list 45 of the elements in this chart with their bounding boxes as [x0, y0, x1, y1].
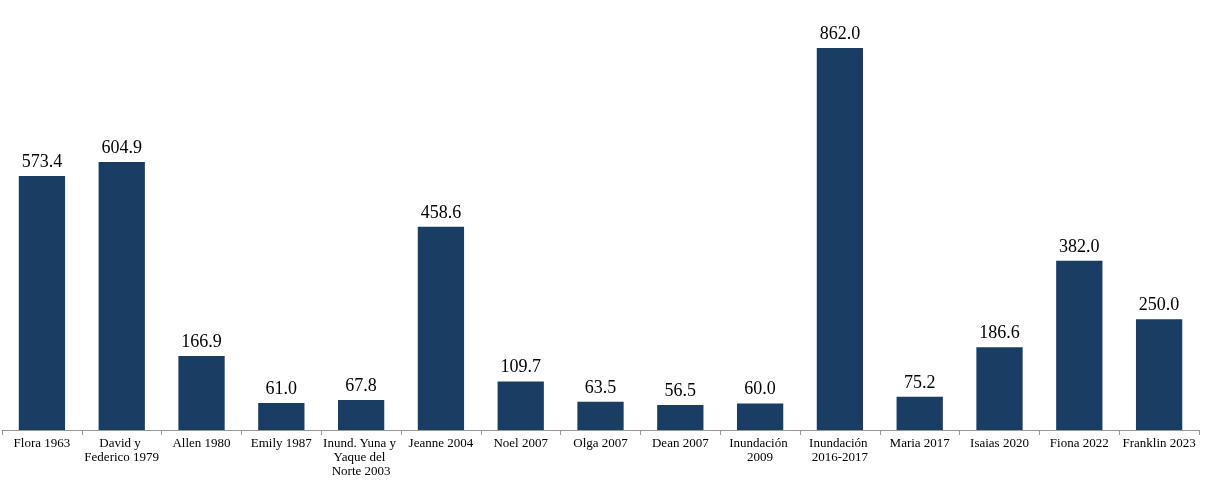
x-tick-label: Inund. Yuna y Yaque del Norte 2003 — [323, 434, 400, 478]
bar — [1135, 319, 1183, 430]
data-label: 250.0 — [1138, 294, 1180, 315]
data-label: 186.6 — [979, 322, 1020, 343]
data-label: 63.5 — [584, 376, 617, 397]
x-tick-label: David y Federico 1979 — [84, 434, 160, 464]
x-tick-label: Emily 1987 — [250, 434, 313, 450]
data-label: 75.2 — [903, 371, 936, 392]
bar — [976, 347, 1023, 430]
data-label: 109.7 — [500, 356, 541, 377]
x-tick-label: Inundación 2016-2017 — [809, 434, 871, 464]
data-label: 166.9 — [181, 331, 222, 352]
data-label: 604.9 — [101, 136, 142, 157]
bar — [98, 161, 145, 430]
x-tick-label: Fiona 2022 — [1049, 434, 1109, 450]
x-tick-label: Franklin 2023 — [1122, 434, 1196, 450]
bar — [896, 396, 943, 430]
data-label: 458.6 — [420, 201, 462, 222]
x-tick-label: Isaias 2020 — [970, 434, 1029, 450]
data-label: 60.0 — [744, 378, 776, 399]
bar — [816, 48, 864, 430]
x-tick-label: Maria 2017 — [889, 434, 951, 450]
data-label: 862.0 — [819, 23, 861, 43]
x-tick-label: Dean 2007 — [651, 434, 710, 450]
bar — [337, 399, 385, 430]
x-tick-label: Jeanne 2004 — [408, 434, 474, 450]
data-label: 573.4 — [21, 150, 63, 171]
bar — [258, 402, 305, 430]
bar — [417, 226, 465, 430]
bar — [577, 401, 624, 430]
bar — [178, 356, 225, 430]
bar — [18, 175, 66, 430]
x-tick-label: Allen 1980 — [172, 434, 231, 450]
data-label: 67.8 — [345, 374, 377, 395]
x-tick-label: Flora 1963 — [13, 434, 71, 450]
data-label: 56.5 — [664, 379, 697, 400]
x-tick-label: Olga 2007 — [573, 434, 629, 450]
bar — [657, 404, 704, 430]
x-tick-label: Noel 2007 — [493, 434, 549, 450]
bar — [736, 403, 784, 430]
data-label: 382.0 — [1059, 235, 1100, 256]
bar — [1056, 260, 1103, 430]
data-label: 61.0 — [265, 377, 298, 398]
bar — [497, 381, 544, 430]
x-tick-label: Inundación 2009 — [729, 434, 791, 464]
